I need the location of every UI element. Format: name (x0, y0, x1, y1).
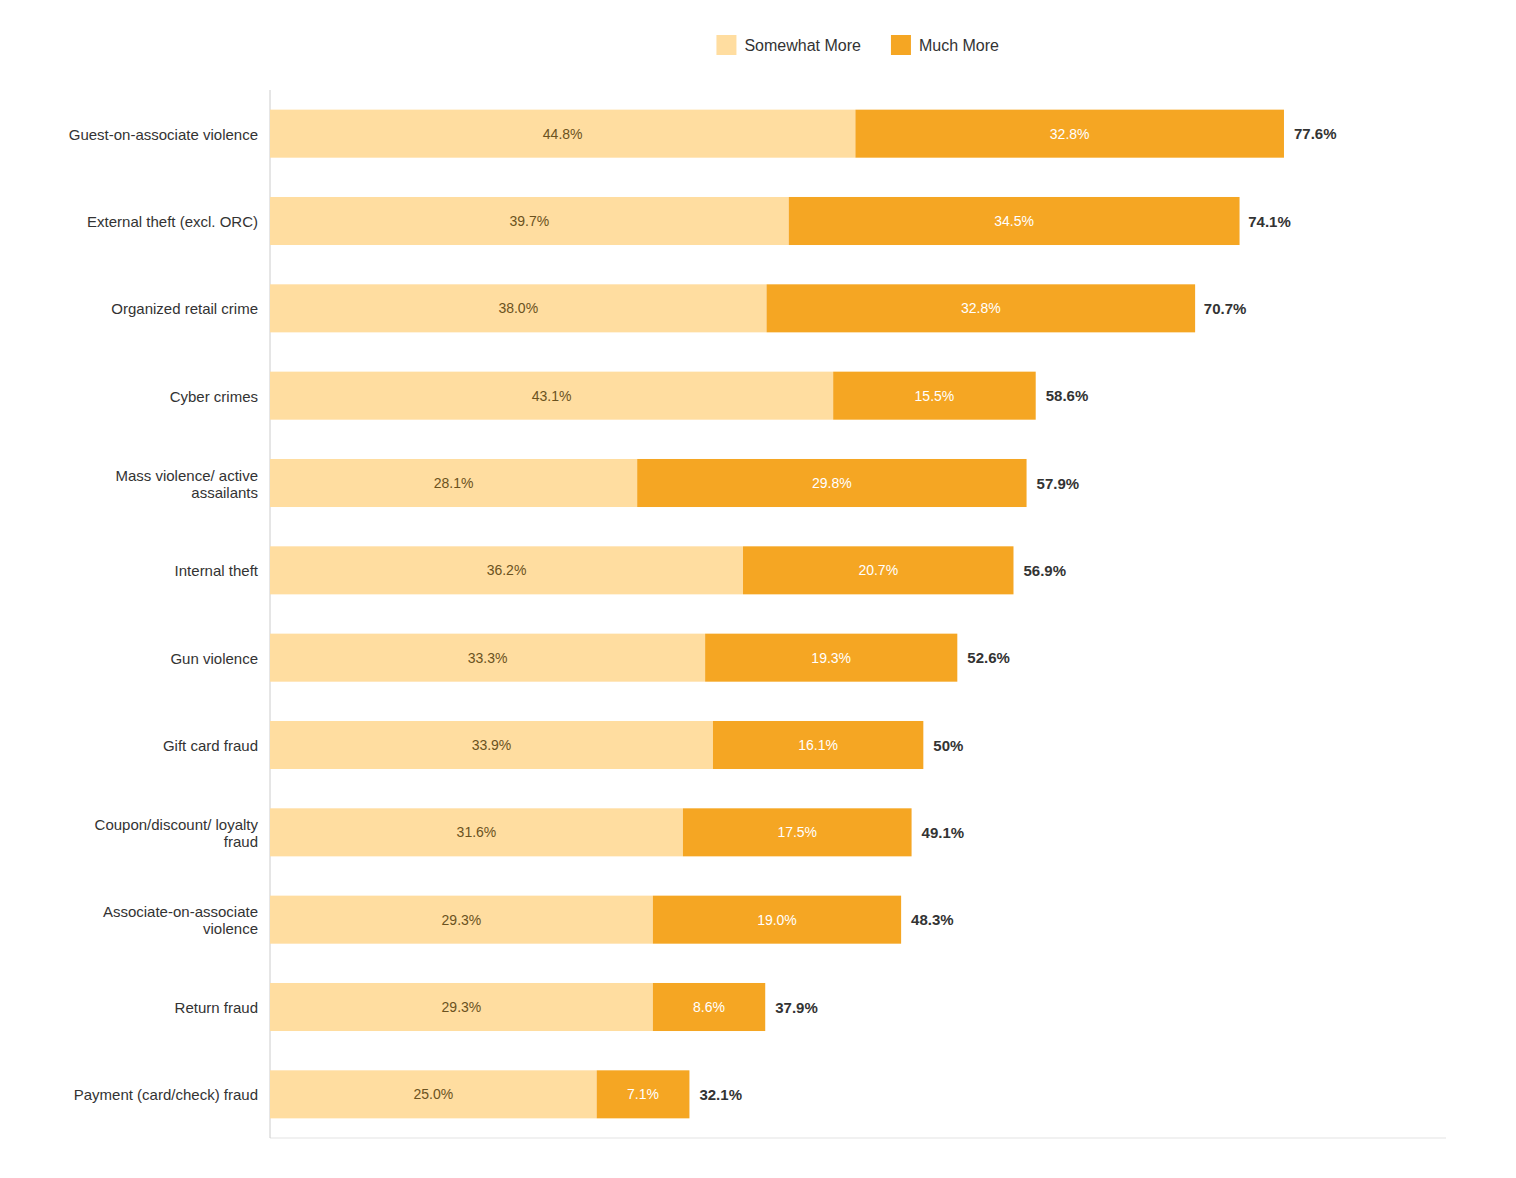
total-label: 77.6% (1294, 125, 1337, 142)
data-label: 44.8% (543, 126, 583, 142)
legend-label: Much More (919, 37, 999, 54)
bar-segment (270, 546, 743, 594)
bar-segment (683, 808, 912, 856)
total-label: 57.9% (1037, 475, 1080, 492)
y-tick-label: Guest-on-associate violence (69, 125, 258, 142)
y-tick-label: Mass violence/ activeassailants (115, 466, 258, 500)
data-label: 15.5% (915, 388, 955, 404)
total-label: 48.3% (911, 911, 954, 928)
y-tick-label: Internal theft (175, 562, 259, 579)
data-label: 7.1% (627, 1086, 659, 1102)
y-tick-label: Coupon/discount/ loyaltyfraud (95, 815, 259, 849)
data-label: 38.0% (498, 300, 538, 316)
data-label: 17.5% (777, 824, 817, 840)
bar-segment (270, 896, 653, 944)
bars (270, 110, 1284, 1119)
legend-swatch (891, 35, 911, 55)
total-label: 32.1% (699, 1086, 742, 1103)
data-label: 32.8% (961, 300, 1001, 316)
data-label: 32.8% (1050, 126, 1090, 142)
y-tick-label: External theft (excl. ORC) (87, 213, 258, 230)
bar-segment (270, 459, 637, 507)
bar-segment (705, 634, 957, 682)
bar-segment (637, 459, 1026, 507)
y-tick-label: Cyber crimes (170, 387, 258, 404)
data-label: 33.9% (472, 737, 512, 753)
bar-segment (767, 284, 1196, 332)
data-label: 25.0% (413, 1086, 453, 1102)
total-label: 74.1% (1248, 213, 1291, 230)
bar-segment (833, 372, 1036, 420)
bar-segment (270, 808, 683, 856)
bar-segment (653, 983, 765, 1031)
legend-label: Somewhat More (744, 37, 861, 54)
bar-segment (855, 110, 1284, 158)
y-tick-label: Return fraud (175, 999, 258, 1016)
y-tick-label: Organized retail crime (111, 300, 258, 317)
total-label: 58.6% (1046, 387, 1089, 404)
y-tick-label: Associate-on-associateviolence (103, 903, 258, 937)
bar-segment (270, 372, 833, 420)
data-label: 19.0% (757, 912, 797, 928)
bar-segment (270, 110, 855, 158)
total-label: 56.9% (1023, 562, 1066, 579)
bar-segment (653, 896, 901, 944)
bar-segment (597, 1070, 690, 1118)
data-label: 29.8% (812, 475, 852, 491)
total-label: 37.9% (775, 999, 818, 1016)
data-label: 31.6% (457, 824, 497, 840)
data-label: 36.2% (487, 562, 527, 578)
bar-segment (270, 721, 713, 769)
y-tick-label: Payment (card/check) fraud (74, 1086, 258, 1103)
data-label: 29.3% (442, 999, 482, 1015)
bar-segment (743, 546, 1013, 594)
data-label: 20.7% (858, 562, 898, 578)
data-label: 33.3% (468, 650, 508, 666)
total-label: 49.1% (922, 824, 965, 841)
data-label: 29.3% (442, 912, 482, 928)
bar-segment (270, 197, 789, 245)
data-label: 16.1% (798, 737, 838, 753)
total-label: 70.7% (1204, 300, 1247, 317)
bar-segment (270, 284, 767, 332)
labels: 44.8% 32.8% 77.6% 39.7% 34.5% 74.1% 38.0% 32.8%… (413, 125, 1336, 1103)
bar-segment (270, 983, 653, 1031)
bar-segment (713, 721, 923, 769)
y-tick-label: Gun violence (170, 649, 258, 666)
data-label: 19.3% (811, 650, 851, 666)
baseline (270, 90, 271, 1138)
y-tick-label: Gift card fraud (163, 737, 258, 754)
x-axis-line (270, 1138, 1446, 1139)
data-label: 34.5% (994, 213, 1034, 229)
bar-segment (270, 634, 705, 682)
data-label: 28.1% (434, 475, 474, 491)
data-label: 39.7% (510, 213, 550, 229)
total-label: 50% (933, 737, 963, 754)
chart: 44.8% 32.8% 77.6% 39.7% 34.5% 74.1% 38.0% 32.8%… (0, 0, 1516, 1178)
legend: Somewhat More Much More (716, 35, 999, 55)
total-label: 52.6% (967, 649, 1010, 666)
data-label: 8.6% (693, 999, 725, 1015)
bar-segment (270, 1070, 597, 1118)
data-label: 43.1% (532, 388, 572, 404)
bar-segment (789, 197, 1240, 245)
legend-swatch (716, 35, 736, 55)
